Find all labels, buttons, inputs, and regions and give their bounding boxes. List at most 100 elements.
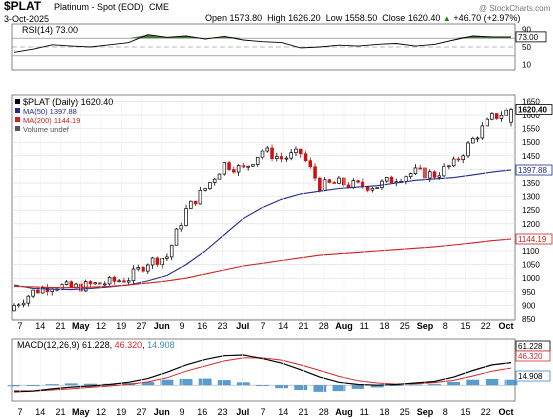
candle-body: [361, 181, 365, 187]
candle-body: [509, 109, 513, 123]
candle-body: [389, 176, 394, 183]
rsi-line: [13, 34, 511, 53]
legend-swatch: [15, 117, 20, 122]
candle-body: [126, 280, 131, 283]
macd-histogram-bar: [485, 378, 499, 386]
x-tick-label: 12: [96, 321, 106, 331]
macd-tag-label: 61.228: [518, 342, 543, 351]
candle-body: [246, 165, 250, 168]
x-tick-label: Aug: [335, 407, 353, 417]
x-tick-label: 8: [443, 321, 448, 331]
price-tag-label: 1397.88: [518, 166, 547, 175]
price-tag-label: 1144.19: [518, 235, 547, 244]
candle-body: [165, 256, 169, 259]
x-tick-label: Aug: [335, 321, 353, 331]
candle-body: [346, 184, 351, 188]
x-tick-label: 11: [360, 407, 369, 417]
candle-body: [318, 177, 322, 191]
candle-body: [279, 156, 284, 160]
candle-body: [451, 158, 456, 167]
macd-line: [13, 354, 512, 393]
high-value: 1626.20: [288, 13, 321, 23]
macd-histogram-bar: [179, 378, 193, 386]
macd-histogram-bar: [160, 379, 174, 386]
macd-histogram-bar: [256, 385, 269, 387]
rsi-overbought-fill: [14, 34, 511, 39]
macd-histogram-bar: [64, 383, 78, 386]
ma200-line: [13, 238, 512, 289]
x-tick-label: Oct: [498, 407, 513, 417]
exchange-label: CME: [149, 2, 169, 12]
candle-body: [327, 179, 332, 183]
legend-entry: Volume undef: [23, 125, 70, 134]
candle-body: [437, 175, 442, 178]
price-tick-label: 1650: [522, 97, 540, 106]
high-label: High: [267, 13, 286, 23]
candle-body: [485, 118, 489, 127]
x-tick-label: 21: [298, 407, 308, 417]
candle-body: [370, 188, 375, 191]
candle-body: [461, 155, 465, 161]
candle-body: [466, 142, 470, 157]
x-tick-label: Oct: [498, 321, 513, 331]
price-tag-box: [515, 164, 553, 176]
x-tick-label: Jun: [154, 407, 170, 417]
price-tick-label: 1450: [522, 152, 540, 161]
macd-histogram-bar: [7, 385, 21, 387]
candle-body: [375, 187, 379, 189]
candle-body: [499, 114, 504, 119]
macd-name: MACD(12,26,9): [17, 340, 80, 350]
candle-body: [284, 157, 289, 160]
candle-body: [131, 268, 136, 282]
x-tick-label: 27: [136, 407, 146, 417]
candle-body: [241, 165, 246, 168]
candle-body: [146, 264, 150, 272]
candle-body: [408, 173, 413, 177]
candle-body: [356, 180, 360, 183]
x-tick-label: 16: [197, 407, 207, 417]
candle-body: [384, 176, 389, 182]
macd-label: MACD(12,26,9) 61.228, 46.320, 14.908: [17, 340, 175, 350]
candle-body: [260, 150, 265, 158]
x-tick-label: 11: [360, 321, 369, 331]
candle-body: [236, 165, 241, 173]
candle-body: [122, 280, 126, 283]
candle-body: [112, 276, 117, 282]
x-tick-label: Jul: [236, 321, 249, 331]
rsi-layer: 9070501073.00: [12, 25, 547, 70]
candle-body: [365, 186, 370, 191]
macd-histogram-bar: [84, 383, 97, 386]
change-value: +46.70 (+2.97%): [453, 13, 521, 23]
x-tick-label: 7: [260, 407, 265, 417]
x-tick-label: 25: [400, 321, 410, 331]
low-value: 1558.50: [344, 13, 378, 23]
x-tick-label: 28: [319, 321, 329, 331]
legend-entry: MA(200) 1144.19: [23, 116, 80, 125]
x-tick-label: Sep: [417, 407, 434, 417]
macd-histogram-bar: [332, 385, 346, 392]
candle-body: [93, 282, 98, 285]
candle-body: [36, 289, 40, 294]
x-tick-label: Jun: [154, 321, 170, 331]
candle-body: [203, 188, 207, 191]
candle-body: [179, 225, 184, 230]
candle-body: [155, 257, 160, 265]
candle-body: [184, 208, 188, 226]
x-tick-label: 23: [217, 407, 227, 417]
candle-body: [12, 305, 16, 312]
candle-body: [303, 153, 308, 162]
close-value: 1620.40: [407, 13, 441, 23]
price-tick-label: 1300: [522, 193, 540, 202]
macd-histogram-bar: [26, 385, 40, 387]
rsi-tick-label: 50: [522, 43, 531, 52]
candle-body: [160, 258, 164, 265]
price-tick-label: 1350: [522, 179, 540, 188]
legend-entry: MA(50) 1397.88: [23, 107, 77, 116]
candle-body: [169, 244, 174, 258]
x-tick-label: 22: [481, 407, 491, 417]
x-tick-label: 21: [55, 407, 65, 417]
x-tick-label: 25: [400, 407, 410, 417]
candle-body: [265, 147, 270, 152]
x-tick-label: 21: [298, 321, 308, 331]
